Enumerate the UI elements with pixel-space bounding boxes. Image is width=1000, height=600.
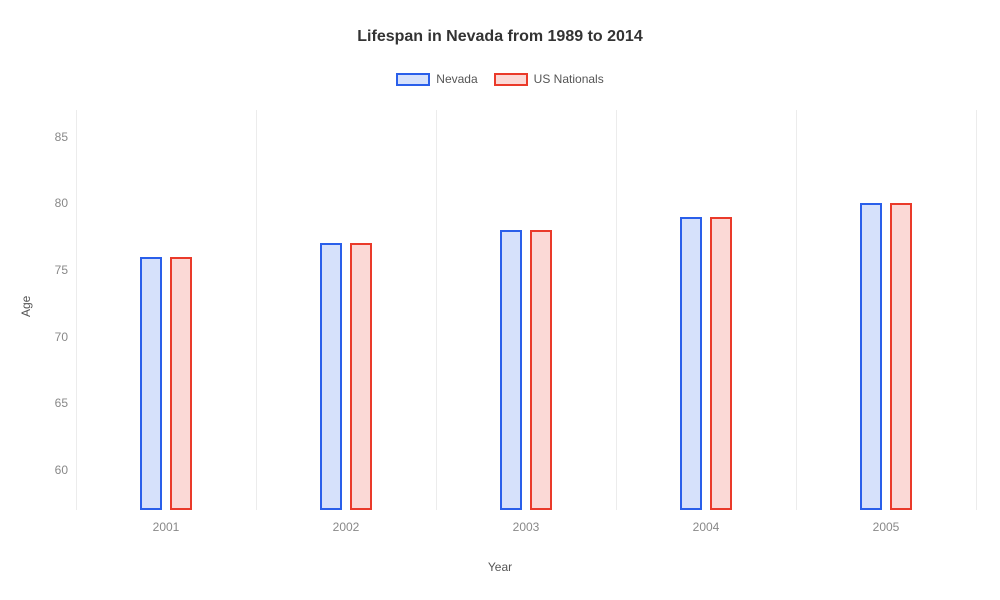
y-tick-label: 80 <box>55 196 68 210</box>
y-tick-label: 70 <box>55 330 68 344</box>
y-axis-label: Age <box>19 296 33 317</box>
chart-title: Lifespan in Nevada from 1989 to 2014 <box>0 28 1000 46</box>
bar[interactable] <box>530 230 552 510</box>
y-tick-label: 60 <box>55 463 68 477</box>
y-tick-label: 75 <box>55 263 68 277</box>
gridline-vertical <box>76 110 77 510</box>
legend-label: Nevada <box>436 72 477 86</box>
x-tick-label: 2001 <box>153 520 180 534</box>
x-tick-label: 2003 <box>513 520 540 534</box>
gridline-vertical <box>256 110 257 510</box>
bar[interactable] <box>500 230 522 510</box>
x-tick-label: 2004 <box>693 520 720 534</box>
x-axis-label: Year <box>0 560 1000 574</box>
bar[interactable] <box>320 243 342 510</box>
bar[interactable] <box>680 217 702 510</box>
bar[interactable] <box>170 257 192 510</box>
legend-swatch <box>396 73 430 86</box>
legend-item[interactable]: US Nationals <box>494 72 604 86</box>
legend-swatch <box>494 73 528 86</box>
bar[interactable] <box>710 217 732 510</box>
legend-item[interactable]: Nevada <box>396 72 477 86</box>
gridline-vertical <box>616 110 617 510</box>
chart-container: Lifespan in Nevada from 1989 to 2014 Nev… <box>0 0 1000 600</box>
legend-label: US Nationals <box>534 72 604 86</box>
bar[interactable] <box>140 257 162 510</box>
y-tick-label: 65 <box>55 396 68 410</box>
bar[interactable] <box>890 203 912 510</box>
x-tick-label: 2002 <box>333 520 360 534</box>
bar[interactable] <box>350 243 372 510</box>
x-tick-label: 2005 <box>873 520 900 534</box>
gridline-vertical <box>976 110 977 510</box>
legend: Nevada US Nationals <box>0 72 1000 86</box>
gridline-vertical <box>436 110 437 510</box>
gridline-vertical <box>796 110 797 510</box>
bar[interactable] <box>860 203 882 510</box>
plot-area <box>76 110 976 510</box>
y-tick-label: 85 <box>55 130 68 144</box>
